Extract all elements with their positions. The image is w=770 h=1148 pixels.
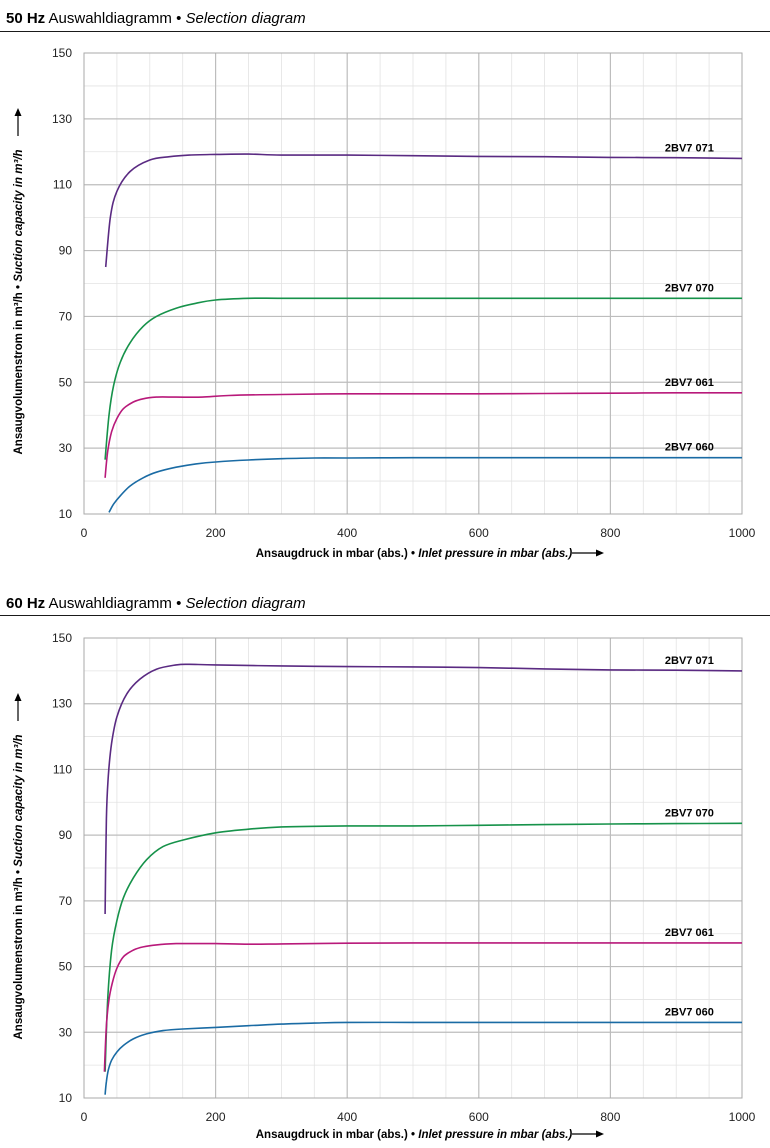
chart-panel-60hz: 60 Hz Auswahldiagramm • Selection diagra…	[0, 585, 770, 1148]
series-label: 2BV7 061	[665, 927, 714, 939]
x-tick-label: 400	[337, 1110, 357, 1124]
y-tick-label: 70	[59, 894, 73, 908]
y-axis-arrowhead	[14, 108, 22, 116]
y-tick-label: 130	[52, 697, 72, 711]
y-axis-title-en: Suction capacity in m³/h	[13, 734, 25, 866]
series-label: 2BV7 060	[665, 1006, 714, 1018]
x-tick-label: 600	[469, 526, 489, 540]
y-tick-label: 110	[53, 762, 72, 776]
y-tick-label: 150	[52, 46, 72, 60]
y-tick-label: 90	[59, 828, 73, 842]
y-axis-title: Ansaugvolumenstrom in m³/h • Suction cap…	[13, 734, 25, 1039]
line-chart-60hz: 0 200 400 600 800 1000 10 30 50 70 90 110 130 150 2BV7…	[13, 631, 756, 1141]
y-tick-label: 50	[59, 960, 73, 974]
series-label: 2BV7 060	[665, 442, 714, 454]
line-chart-50hz: 0 200 400 600 800 1000 10 30 50 70 90 110 130 150 2BV7…	[13, 46, 756, 560]
x-tick-label: 400	[337, 526, 357, 540]
x-tick-labels: 0 200 400 600 800 1000	[81, 1110, 756, 1124]
y-axis-title-de: Ansaugvolumenstrom in m³/h	[13, 874, 25, 1040]
y-axis-title-en: Suction capacity in m³/h	[13, 149, 25, 281]
title-rule	[0, 615, 770, 616]
y-tick-label: 90	[59, 244, 73, 258]
minor-grid	[84, 53, 742, 514]
y-axis-title-sep: •	[13, 282, 25, 289]
series-line	[104, 822, 743, 1072]
y-tick-labels: 10 30 50 70 90 110 130 150	[52, 631, 72, 1105]
y-axis-title-sep: •	[13, 867, 25, 874]
y-axis-title: Ansaugvolumenstrom in m³/h • Suction cap…	[13, 149, 25, 454]
series-line	[104, 663, 743, 915]
x-axis-title-en: Inlet pressure in mbar (abs.)	[418, 1129, 572, 1141]
y-tick-label: 30	[59, 441, 73, 455]
major-grid	[84, 638, 742, 1098]
title-en: Selection diagram	[185, 595, 306, 612]
x-axis-title: Ansaugdruck in mbar (abs.) • Inlet press…	[256, 548, 573, 560]
x-tick-label: 1000	[729, 526, 756, 540]
series-line	[104, 1021, 742, 1095]
series-label: 2BV7 070	[665, 807, 714, 819]
x-axis-arrowhead	[596, 1130, 604, 1138]
series-label: 2BV7 070	[665, 282, 714, 294]
x-axis-title-sep: •	[411, 1129, 418, 1141]
x-tick-labels: 0 200 400 600 800 1000	[81, 526, 756, 540]
x-tick-label: 0	[81, 1110, 88, 1124]
title-frequency: 50 Hz	[6, 10, 46, 27]
series-label: 2BV7 071	[665, 655, 714, 667]
x-tick-label: 1000	[729, 1110, 756, 1124]
y-tick-label: 10	[59, 1091, 73, 1105]
title-de: Auswahldiagramm	[48, 595, 172, 612]
x-tick-label: 600	[469, 1110, 489, 1124]
chart-title: 50 Hz Auswahldiagramm • Selection diagra…	[6, 10, 306, 27]
y-tick-label: 150	[52, 631, 72, 645]
x-axis-title-en: Inlet pressure in mbar (abs.)	[418, 548, 572, 560]
x-tick-label: 200	[206, 526, 226, 540]
y-axis-title-de: Ansaugvolumenstrom in m³/h	[13, 289, 25, 455]
y-tick-label: 30	[59, 1025, 73, 1039]
y-tick-labels: 10 30 50 70 90 110 130 150	[52, 46, 72, 521]
plot-frame	[83, 637, 743, 1099]
series-line	[104, 153, 743, 268]
major-grid	[84, 53, 742, 514]
x-tick-label: 0	[81, 526, 88, 540]
series-line	[108, 456, 742, 513]
x-axis-title-de: Ansaugdruck in mbar (abs.)	[256, 1129, 411, 1141]
title-frequency: 60 Hz	[6, 595, 46, 612]
title-separator: •	[176, 10, 182, 27]
title-en: Selection diagram	[185, 10, 306, 27]
y-tick-label: 130	[52, 112, 72, 126]
y-tick-label: 10	[59, 507, 73, 521]
series-line	[103, 942, 742, 1072]
x-axis-arrowhead	[596, 549, 604, 557]
x-tick-label: 200	[206, 1110, 226, 1124]
x-axis-title-sep: •	[411, 548, 418, 560]
y-axis-arrowhead	[14, 693, 22, 701]
y-tick-label: 110	[53, 178, 72, 192]
minor-grid	[84, 638, 742, 1098]
y-tick-label: 50	[59, 375, 73, 389]
series-label: 2BV7 071	[665, 142, 714, 154]
x-tick-label: 800	[600, 1110, 620, 1124]
series-line	[104, 297, 742, 460]
plot-frame	[83, 52, 743, 515]
chart-title: 60 Hz Auswahldiagramm • Selection diagra…	[6, 595, 306, 612]
x-axis-title-de: Ansaugdruck in mbar (abs.)	[256, 548, 411, 560]
title-de: Auswahldiagramm	[48, 10, 172, 27]
y-tick-label: 70	[59, 309, 73, 323]
series-label: 2BV7 061	[665, 377, 714, 389]
chart-panel-50hz: 50 Hz Auswahldiagramm • Selection diagra…	[0, 10, 770, 560]
title-rule	[0, 31, 770, 32]
title-separator: •	[176, 595, 182, 612]
x-axis-title: Ansaugdruck in mbar (abs.) • Inlet press…	[256, 1129, 573, 1141]
series-line	[104, 391, 742, 478]
x-tick-label: 800	[600, 526, 620, 540]
